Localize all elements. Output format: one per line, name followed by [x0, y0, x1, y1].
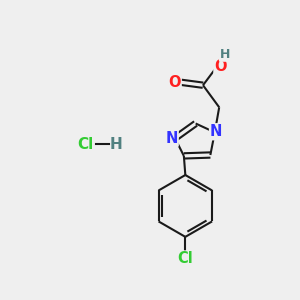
Text: N: N: [210, 124, 222, 139]
Text: O: O: [214, 59, 227, 74]
Text: Cl: Cl: [77, 136, 93, 152]
Text: N: N: [165, 131, 178, 146]
Text: O: O: [168, 75, 181, 90]
Text: Cl: Cl: [178, 251, 193, 266]
Text: H: H: [110, 136, 122, 152]
Text: H: H: [220, 48, 230, 61]
